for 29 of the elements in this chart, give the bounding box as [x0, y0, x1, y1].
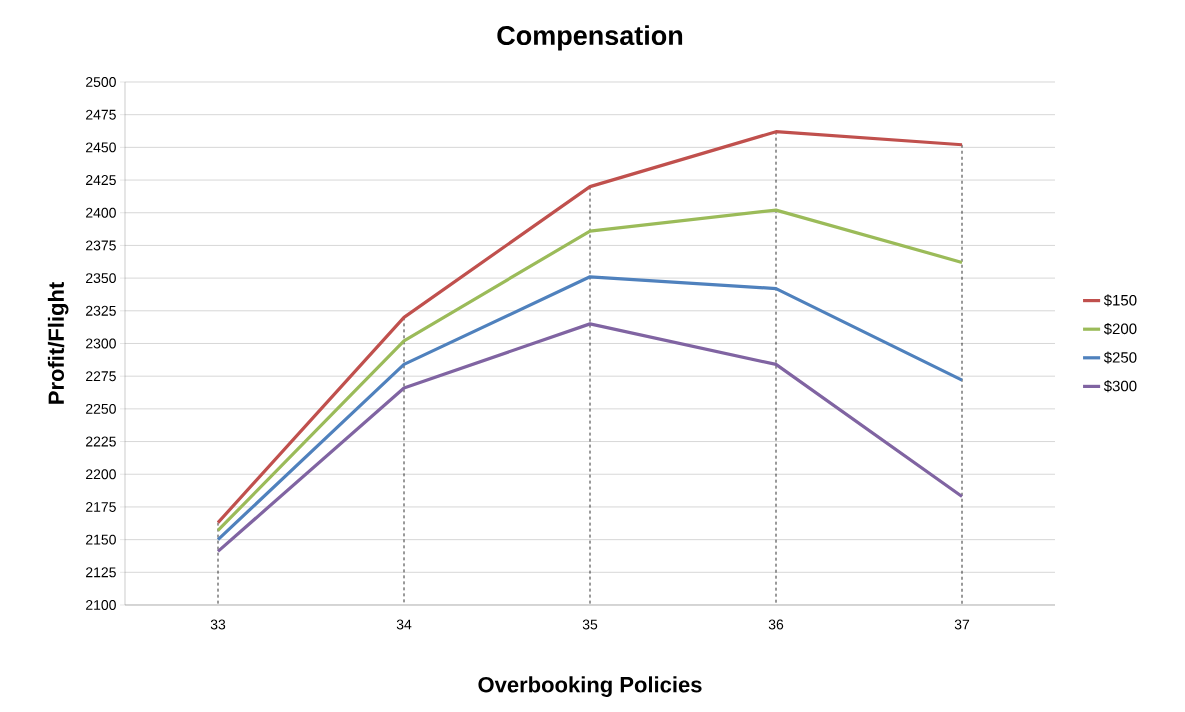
- x-tick-label: 34: [396, 619, 412, 630]
- y-tick-label: 2375: [86, 240, 116, 251]
- chart-title: Compensation: [497, 25, 683, 51]
- y-tick-label: 2275: [86, 371, 116, 382]
- y-tick-label: 2350: [86, 273, 116, 284]
- y-tick-label: 2200: [86, 469, 116, 480]
- legend-label: $200: [1103, 322, 1137, 336]
- y-tick-label: 2100: [86, 600, 116, 610]
- y-tick-label: 2250: [86, 403, 116, 414]
- legend-label: $300: [1103, 380, 1137, 393]
- x-tick-label: 33: [210, 619, 226, 630]
- x-tick-label: 35: [582, 619, 598, 630]
- y-tick-label: 2425: [86, 175, 116, 186]
- y-tick-label: 2400: [86, 207, 116, 218]
- y-tick-label: 2175: [86, 501, 116, 512]
- y-tick-label: 2450: [86, 142, 116, 153]
- x-axis-title: Overbooking Policies: [478, 676, 702, 697]
- y-tick-label: 2325: [86, 305, 116, 316]
- y-tick-label: 2225: [86, 436, 116, 447]
- y-tick-label: 2500: [86, 77, 116, 87]
- x-tick-label: 37: [954, 619, 970, 630]
- legend-label: $250: [1103, 351, 1137, 364]
- y-tick-label: 2300: [86, 338, 116, 349]
- y-axis-title: Profit/Flight: [47, 282, 69, 404]
- x-tick-label: 36: [768, 619, 784, 630]
- legend-label: $150: [1103, 294, 1137, 307]
- y-tick-label: 2125: [86, 567, 116, 578]
- y-tick-label: 2150: [86, 534, 116, 545]
- y-tick-label: 2475: [86, 109, 116, 120]
